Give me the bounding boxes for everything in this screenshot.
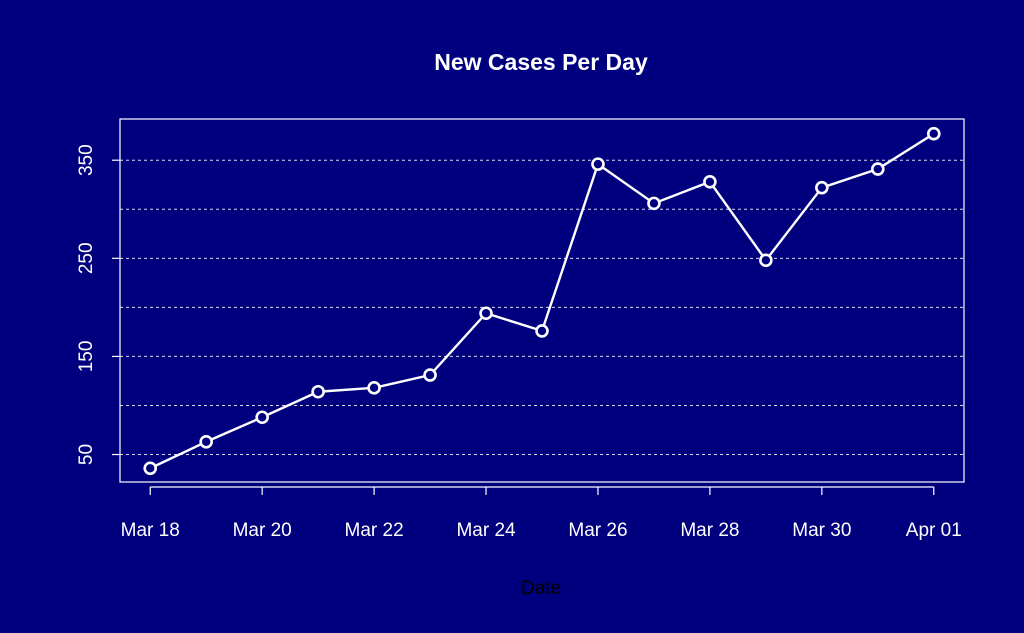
series bbox=[143, 126, 941, 476]
y-axis: 50 150 250 350 bbox=[76, 144, 120, 465]
data-point bbox=[367, 381, 381, 395]
data-point bbox=[926, 126, 941, 141]
x-tick-label: Apr 01 bbox=[906, 520, 962, 541]
x-tick-label: Mar 28 bbox=[680, 520, 739, 541]
y-tick-label: 150 bbox=[76, 341, 97, 373]
data-point bbox=[535, 324, 549, 338]
data-point bbox=[815, 180, 829, 195]
y-tick-label: 250 bbox=[76, 242, 97, 274]
data-point bbox=[591, 157, 605, 171]
y-tick-label: 350 bbox=[76, 144, 97, 176]
plot-frame bbox=[119, 118, 965, 483]
x-tick-label: Mar 26 bbox=[568, 520, 627, 541]
data-point bbox=[255, 410, 269, 425]
data-point bbox=[871, 162, 885, 176]
grid bbox=[120, 159, 964, 456]
data-point bbox=[143, 461, 158, 476]
x-tick-label: Mar 30 bbox=[792, 520, 851, 541]
x-axis: Mar 18 Mar 20 Mar 22 Mar 24 Mar 26 Mar 28 Mar … bbox=[121, 486, 962, 541]
x-tick-label: Mar 18 bbox=[121, 520, 180, 541]
data-point bbox=[759, 253, 773, 268]
x-axis-title: Date bbox=[521, 578, 561, 599]
data-point bbox=[423, 368, 437, 382]
data-point bbox=[647, 196, 661, 211]
y-tick-label: 50 bbox=[76, 444, 97, 465]
data-point bbox=[199, 434, 213, 449]
data-point bbox=[479, 306, 493, 321]
x-tick-label: Mar 24 bbox=[456, 520, 516, 541]
data-point bbox=[311, 384, 325, 399]
data-point bbox=[703, 174, 717, 189]
x-tick-label: Mar 20 bbox=[233, 520, 292, 541]
chart-title: New Cases Per Day bbox=[434, 49, 648, 75]
x-tick-label: Mar 22 bbox=[345, 520, 404, 541]
